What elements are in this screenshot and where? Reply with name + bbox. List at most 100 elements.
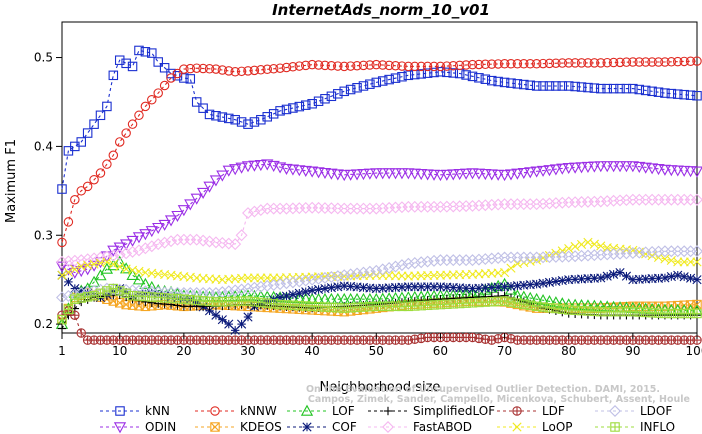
- legend-label: COF: [332, 420, 357, 434]
- credit-line-2: On the Evaluation of Unsupervised Outlie…: [306, 384, 660, 395]
- point-knn: [57, 184, 67, 194]
- point-knn: [249, 117, 260, 127]
- point-knn: [236, 117, 247, 127]
- point-knn: [204, 109, 215, 120]
- point-ldof: [626, 247, 639, 260]
- point-odin: [645, 163, 659, 175]
- point-knn: [307, 98, 317, 109]
- point-cof: [679, 272, 689, 282]
- point-odin: [389, 168, 402, 180]
- point-ldof: [614, 247, 627, 260]
- point-odin: [492, 169, 505, 181]
- point-knnw: [262, 64, 273, 75]
- point-knnw: [127, 119, 138, 129]
- point-knnw: [486, 59, 497, 69]
- x-axis-label: Neighborhood size: [320, 380, 441, 395]
- point-fastabod: [254, 204, 267, 217]
- point-ldof: [338, 269, 351, 282]
- point-cof: [609, 269, 619, 279]
- point-knnw: [326, 60, 337, 71]
- point-fastabod: [126, 245, 139, 258]
- point-knn: [589, 83, 600, 93]
- point-odin: [536, 165, 550, 177]
- point-knnw: [211, 64, 221, 74]
- point-odin: [280, 163, 293, 175]
- point-cof: [692, 275, 702, 285]
- point-odin: [382, 168, 396, 180]
- x-tick-label: 70: [497, 344, 512, 358]
- point-knn: [679, 89, 689, 100]
- point-ldof: [286, 276, 299, 289]
- legend-label: LoOP: [542, 420, 573, 434]
- point-loop: [499, 267, 510, 278]
- point-cof: [660, 273, 670, 283]
- point-knnw: [621, 57, 632, 67]
- legend-item-kdeos: KDEOS: [195, 420, 282, 434]
- series-knnw: [57, 56, 702, 248]
- point-odin: [581, 161, 595, 173]
- series-line-knn: [61, 49, 698, 190]
- point-inflo: [121, 288, 131, 299]
- point-ldof: [395, 259, 408, 272]
- point-knn: [538, 81, 548, 91]
- point-knnw: [596, 58, 606, 68]
- x-tick-label: 40: [305, 344, 320, 358]
- point-odin: [575, 162, 588, 174]
- point-ldof: [492, 252, 505, 264]
- point-knn: [448, 68, 459, 78]
- point-knn: [224, 113, 234, 124]
- point-loop: [102, 257, 112, 267]
- series-fastabod: [56, 193, 702, 268]
- point-cof: [480, 283, 490, 293]
- point-cof: [211, 310, 221, 320]
- point-knnw: [448, 60, 459, 71]
- point-odin: [132, 232, 146, 244]
- point-knnw: [673, 56, 683, 67]
- legend-label: LOF: [332, 404, 355, 418]
- point-inflo: [108, 283, 119, 294]
- point-knn: [320, 94, 330, 104]
- point-inflo: [519, 299, 529, 309]
- point-fastabod: [556, 196, 569, 209]
- point-lof: [94, 269, 107, 281]
- point-knnw: [499, 59, 510, 69]
- point-knn: [634, 84, 645, 95]
- point-knnw: [666, 57, 677, 67]
- point-odin: [530, 166, 543, 178]
- point-ldof: [485, 252, 498, 265]
- point-ldof: [646, 245, 659, 258]
- point-odin: [190, 193, 203, 205]
- point-knn: [114, 55, 125, 65]
- point-lof: [132, 273, 146, 285]
- series-line-ldof: [61, 250, 697, 299]
- point-knnw: [70, 194, 80, 205]
- point-knn: [519, 79, 529, 90]
- point-ldof: [691, 245, 702, 258]
- point-knn: [692, 91, 702, 101]
- point-fastabod: [537, 197, 550, 210]
- point-inflo: [70, 294, 80, 304]
- point-odin: [107, 245, 120, 257]
- point-knnw: [416, 61, 426, 72]
- point-knn: [339, 86, 349, 97]
- series-line-fastabod: [61, 199, 697, 263]
- point-loop: [666, 255, 676, 266]
- point-knn: [76, 137, 86, 147]
- point-knn: [429, 67, 439, 78]
- point-knnw: [628, 57, 638, 67]
- point-ldf: [403, 335, 414, 345]
- y-tick-label: 0.4: [34, 139, 53, 153]
- point-knn: [82, 128, 93, 138]
- point-knnw: [583, 58, 593, 68]
- point-knnw: [685, 56, 696, 67]
- point-knnw: [300, 60, 311, 71]
- series-knn: [57, 45, 702, 194]
- point-inflo: [114, 286, 125, 296]
- x-tick-label: 100: [686, 344, 702, 358]
- point-ldof: [588, 249, 601, 262]
- point-cof: [666, 271, 676, 282]
- point-knn: [281, 104, 292, 115]
- point-knn: [512, 79, 523, 89]
- point-odin: [164, 215, 178, 227]
- point-ldof: [620, 247, 633, 260]
